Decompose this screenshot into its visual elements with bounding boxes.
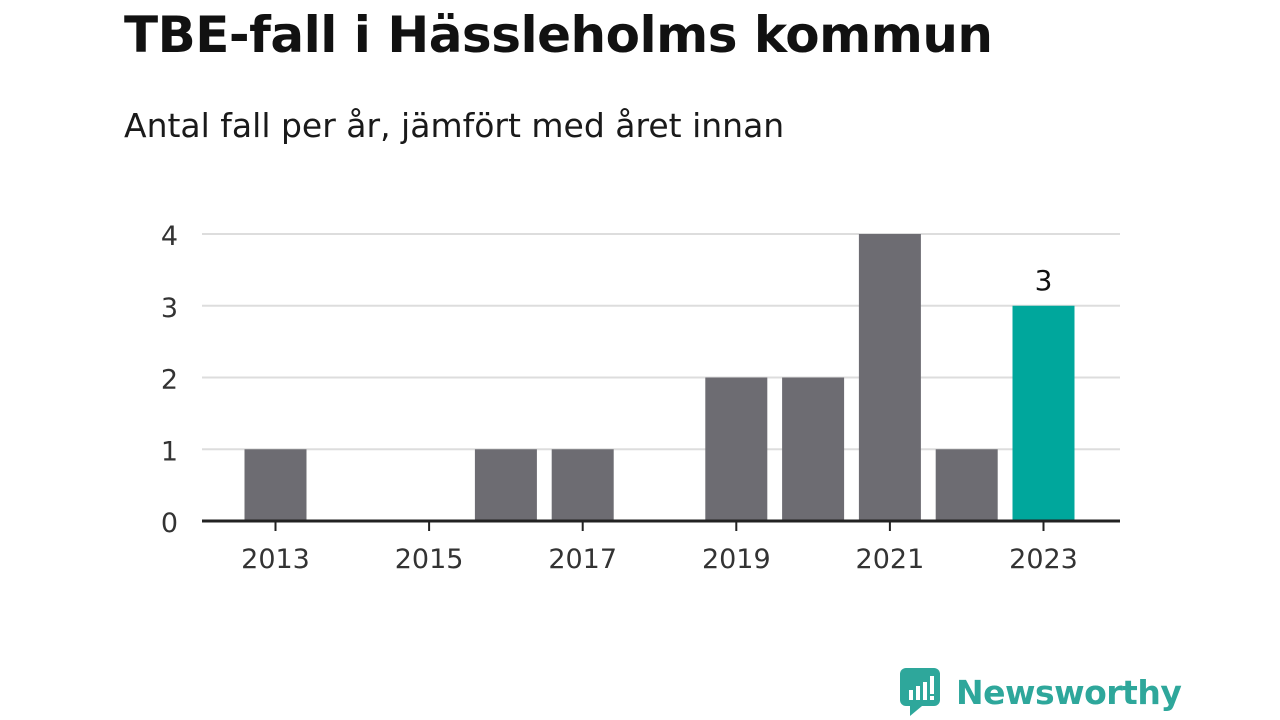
bar-2021 — [858, 234, 921, 521]
bar-2013 — [244, 449, 307, 521]
x-tick-label-2013: 2013 — [241, 544, 310, 575]
data-labels: 3 — [1035, 264, 1053, 297]
bar-2020 — [782, 377, 845, 521]
y-axis-tick-labels: 0 1 2 3 4 — [161, 221, 178, 539]
chart-subtitle: Antal fall per år, jämfört med året inna… — [124, 106, 785, 145]
x-tick-label-2015: 2015 — [395, 544, 464, 575]
bar-2019 — [705, 377, 768, 521]
y-tick-label-0: 0 — [161, 508, 178, 539]
data-label-2023: 3 — [1035, 264, 1053, 297]
chart-title: TBE-fall i Hässleholms kommun — [124, 6, 993, 64]
y-tick-label-1: 1 — [161, 436, 178, 467]
bar-2022 — [935, 449, 998, 521]
bar-2016 — [474, 449, 537, 521]
x-tick-label-2023: 2023 — [1009, 544, 1078, 575]
y-tick-label-3: 3 — [161, 293, 178, 324]
bar-2017 — [551, 449, 614, 521]
brand: Newsworthy — [900, 668, 1182, 716]
brand-name: Newsworthy — [956, 672, 1182, 712]
x-tick-label-2017: 2017 — [548, 544, 617, 575]
newsworthy-logo-icon — [900, 668, 940, 716]
bars — [244, 234, 1075, 521]
bar-2023 — [1012, 305, 1075, 521]
y-tick-label-2: 2 — [161, 365, 178, 396]
x-tick-label-2021: 2021 — [856, 544, 925, 575]
x-axis-ticks: 2013 2015 2017 2019 2021 2023 — [241, 521, 1078, 575]
y-tick-label-4: 4 — [161, 221, 178, 252]
x-tick-label-2019: 2019 — [702, 544, 771, 575]
gridlines — [202, 233, 1120, 451]
